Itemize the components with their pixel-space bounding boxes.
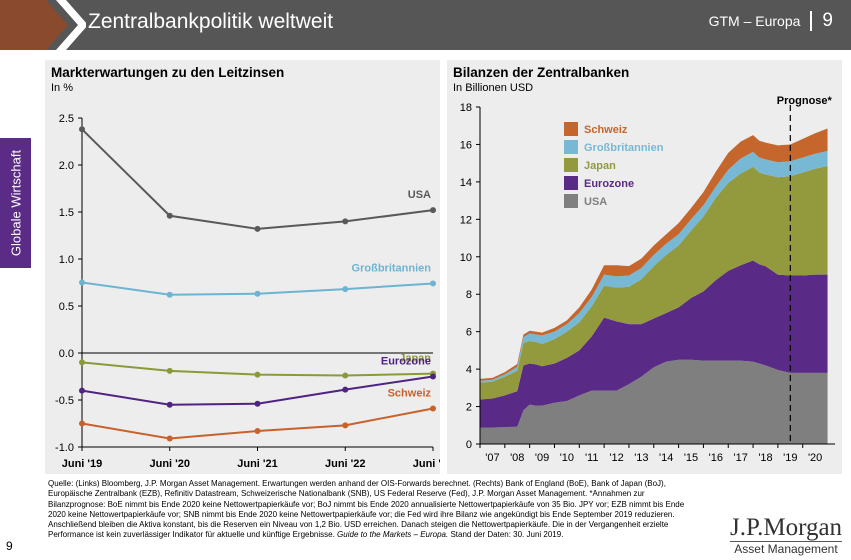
logo-wordmark: J.P.Morgan — [730, 515, 842, 540]
data-point — [255, 226, 261, 232]
x-tick-label: '20 — [808, 452, 822, 464]
x-tick-label: Juni '21 — [237, 458, 278, 470]
legend-label: Großbritannien — [584, 142, 664, 154]
jpmorgan-logo: J.P.Morgan Asset Management — [730, 515, 842, 556]
x-tick-label: '12 — [609, 452, 623, 464]
header-page-number: 9 — [822, 10, 833, 32]
legend-swatch — [564, 140, 578, 154]
data-point — [255, 372, 261, 378]
data-point — [255, 291, 261, 297]
x-tick-label: '15 — [684, 452, 698, 464]
footnote-guide: Guide to the Markets – Europa. — [337, 530, 448, 539]
balance-sheets-chart: 0 2 4 6 8 10 12 14 16 18 '07 '08 '09 '10 '11 '12 '13 '14 '… — [447, 60, 842, 474]
y-tick-label: 0.0 — [59, 348, 74, 360]
legend-swatch — [564, 194, 578, 208]
legend-label: USA — [584, 196, 607, 208]
header-separator — [810, 11, 812, 31]
page-title: Zentralbankpolitik weltweit — [88, 10, 333, 34]
data-point — [167, 436, 173, 442]
x-tick-label: '19 — [783, 452, 797, 464]
header-meta: GTM – Europa 9 — [709, 10, 833, 32]
x-tick-label: '09 — [535, 452, 549, 464]
y-tick-label: 16 — [460, 139, 472, 151]
y-tick-label: -0.5 — [55, 395, 74, 407]
data-point — [79, 280, 85, 286]
header-chevron-icon — [0, 0, 86, 58]
y-tick-label: 14 — [460, 177, 472, 189]
section-side-tab: Globale Wirtschaft — [0, 138, 31, 268]
data-point — [167, 213, 173, 219]
logo-subline: Asset Management — [730, 541, 842, 556]
data-point — [255, 401, 261, 407]
data-point — [167, 292, 173, 298]
y-tick-label: 8 — [466, 289, 472, 301]
data-point — [79, 359, 85, 365]
data-point — [342, 387, 348, 393]
series-line — [82, 408, 433, 438]
x-tick-label: '07 — [485, 452, 499, 464]
page-number: 9 — [6, 539, 13, 553]
data-point — [342, 286, 348, 292]
x-tick-label: '13 — [634, 452, 648, 464]
legend-label: Eurozone — [584, 178, 634, 190]
legend-label: Japan — [584, 160, 616, 172]
y-tick-label: 10 — [460, 252, 472, 264]
x-tick-label: '18 — [758, 452, 772, 464]
y-tick-label: 6 — [466, 327, 472, 339]
legend-label: Schweiz — [584, 124, 628, 136]
y-tick-label: -1.0 — [55, 442, 74, 454]
data-point — [430, 405, 436, 411]
x-tick-label: '08 — [510, 452, 524, 464]
forecast-annotation: Prognose* — [777, 95, 833, 107]
y-tick-label: 2.5 — [59, 113, 74, 125]
series-line — [82, 377, 433, 405]
data-point — [79, 388, 85, 394]
series-line — [82, 129, 433, 229]
x-tick-label: '17 — [733, 452, 747, 464]
series-label: USA — [408, 189, 431, 201]
legend-swatch — [564, 158, 578, 172]
data-point — [430, 374, 436, 380]
rate-expectations-panel: Markterwartungen zu den Leitzinsen In % … — [45, 60, 440, 474]
source-footnote: Quelle: (Links) Bloomberg, J.P. Morgan A… — [48, 479, 688, 541]
data-point — [79, 421, 85, 427]
side-tab-label: Globale Wirtschaft — [8, 150, 23, 256]
data-point — [342, 373, 348, 379]
y-tick-label: 4 — [466, 364, 472, 376]
x-tick-label: '16 — [709, 452, 723, 464]
data-point — [79, 126, 85, 132]
x-tick-label: Juni '20 — [149, 458, 190, 470]
x-tick-label: Juni '22 — [325, 458, 366, 470]
legend-swatch — [564, 176, 578, 190]
x-tick-label: Juni '23 — [413, 458, 440, 470]
data-point — [430, 280, 436, 286]
y-tick-label: 0 — [466, 439, 472, 451]
data-point — [167, 402, 173, 408]
section-label: GTM – Europa — [709, 13, 801, 29]
y-tick-label: 2 — [466, 402, 472, 414]
y-tick-label: 0.5 — [59, 301, 74, 313]
data-point — [167, 368, 173, 374]
footnote-date: Stand der Daten: 30. Juni 2019. — [450, 530, 563, 539]
y-tick-label: 1.5 — [59, 207, 74, 219]
x-tick-label: Juni '19 — [62, 458, 103, 470]
data-point — [430, 207, 436, 213]
balance-sheets-panel: Bilanzen der Zentralbanken In Billionen … — [447, 60, 842, 474]
series-label: Eurozone — [381, 356, 431, 368]
x-tick-label: '14 — [659, 452, 673, 464]
y-tick-label: 12 — [460, 214, 472, 226]
data-point — [342, 422, 348, 428]
data-point — [342, 218, 348, 224]
rate-expectations-chart: 2.5 2.0 1.5 1.0 0.5 0.0 -0.5 -1.0 Juni '19 Juni '… — [45, 60, 440, 474]
y-tick-label: 18 — [460, 102, 472, 114]
data-point — [255, 428, 261, 434]
y-tick-label: 2.0 — [59, 160, 74, 172]
y-tick-label: 1.0 — [59, 254, 74, 266]
series-label: Schweiz — [388, 387, 432, 399]
x-tick-label: '11 — [585, 452, 599, 464]
series-label: Großbritannien — [352, 262, 432, 274]
x-tick-label: '10 — [560, 452, 574, 464]
header: Zentralbankpolitik weltweit GTM – Europa… — [0, 0, 851, 58]
legend-swatch — [564, 122, 578, 136]
